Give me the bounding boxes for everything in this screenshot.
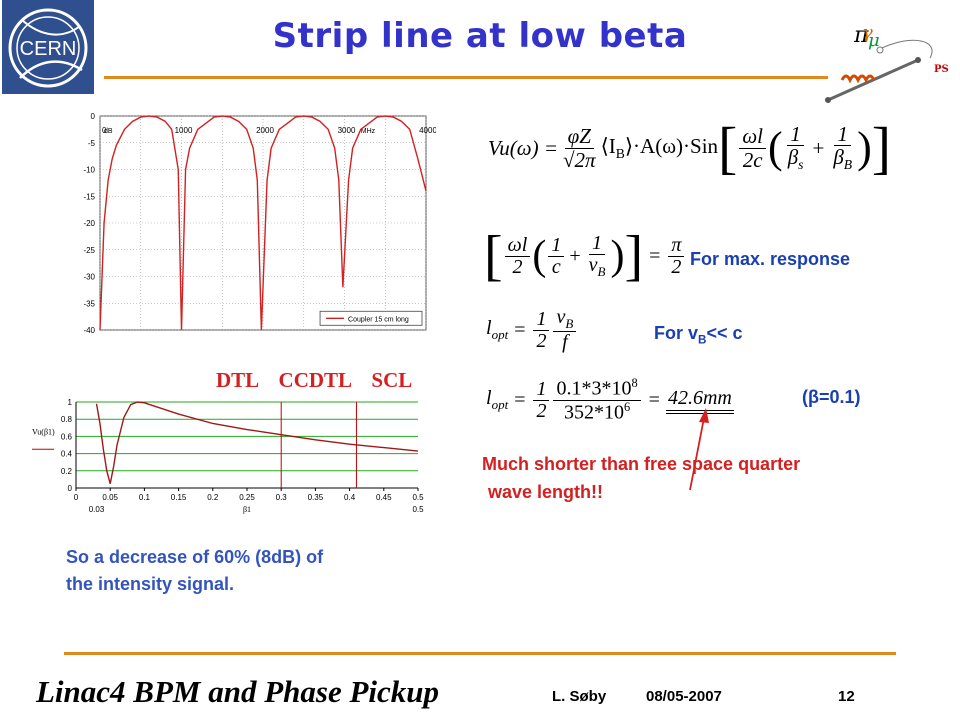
x-tick-label: 0.2 (207, 493, 219, 502)
legend-label: Coupler 15 cm long (348, 316, 409, 323)
x-unit-label: MHz (361, 128, 376, 135)
footer-rule (64, 652, 896, 655)
eq4-lhs: lopt (486, 387, 509, 412)
y-axis-label: Vu(β1) (32, 428, 55, 437)
ps-logo-text: PS (934, 64, 949, 75)
legend-box (319, 310, 423, 326)
beta-value-label: (β=0.1) (802, 387, 861, 407)
y-tick-label: 0.6 (61, 432, 73, 441)
eq1-current: ⟨IB⟩·A(ω)·Sin (600, 133, 719, 162)
cern-logo-text: CERN (20, 38, 77, 60)
page-title: Strip line at low beta (272, 16, 688, 56)
x-tick-label: 3000 (338, 126, 356, 135)
footer-author: L. Søby (552, 688, 607, 705)
footer-date: 08/05-2007 (646, 688, 722, 705)
frequency-response-chart: 0 -5 -10 -15 -20 -25 -30 -35 -40 0 1000 2000 3000 400… (66, 108, 437, 338)
shorter-note-line2: wave length!! (488, 482, 604, 502)
decrease-note-line2: the intensity signal. (66, 574, 235, 594)
y-tick-label: -10 (83, 166, 95, 175)
y-tick-label: 0.8 (61, 415, 73, 424)
y-tick-label: 0 (68, 484, 73, 493)
equation-signal: Vu(ω) = φZ √2π ⟨IB⟩·A(ω)·Sin [ ωl 2c ( 1 βs… (488, 115, 892, 180)
x-tick-label: 0.5 (412, 493, 424, 502)
y-tick-label: -30 (83, 273, 95, 282)
label-scl: SCL (371, 368, 413, 392)
decrease-note-line1: So a decrease of 60% (8dB) of (66, 547, 324, 567)
svg-text:π: π (853, 23, 869, 48)
y-tick-label: -25 (83, 246, 95, 255)
max-response-label: For max. response (690, 249, 851, 269)
cern-logo-graphic: CERN (2, 0, 94, 94)
x-tick-label: 0.3 (276, 493, 288, 502)
y-tick-label: -40 (83, 326, 95, 335)
eq2-frac3: 1 vB (588, 232, 606, 280)
x-edge-label-start: 0.03 (89, 505, 105, 514)
x-tick-label: 0.1 (139, 493, 151, 502)
x-axis-label: β1 (243, 505, 251, 514)
footer-page-number: 12 (838, 688, 855, 705)
label-dtl: DTL (216, 368, 259, 392)
svg-text:γ: γ (862, 22, 873, 43)
y-unit-label: dB (104, 128, 113, 135)
ps-logo-graphic: π γ μ PS (825, 22, 949, 103)
series-line-coupler (99, 115, 427, 331)
x-edge-label-end: 0.5 (412, 505, 424, 514)
eq1-frac4: 1 βB (833, 122, 853, 173)
x-tick-label: 1000 (175, 126, 193, 135)
label-ccdtl: CCDTL (278, 368, 351, 392)
svg-text:μ: μ (868, 30, 880, 51)
shorter-note-line1: Much shorter than free space quarter (482, 454, 801, 474)
eq2-frac1: ωl 2 (504, 234, 531, 278)
arrow-icon (689, 408, 709, 491)
x-tick-label: 0.25 (239, 493, 255, 502)
x-tick-label: 4000 (419, 126, 436, 135)
shorter-note: Much shorter than free space quarter wav… (482, 450, 800, 506)
eq3-frac2: vB f (553, 307, 577, 353)
cern-logo: CERN (2, 0, 94, 94)
ps-logo: π γ μ PS (822, 14, 952, 106)
x-tick-label: 0.15 (171, 493, 187, 502)
vb-condition-label: For vB<< c (654, 323, 743, 347)
eq1-frac2: ωl 2c (739, 125, 767, 171)
beta-response-chart: 0 0.2 0.4 0.6 0.8 1 0 0.05 0.1 0.15 0.2 0.25 0.3 0.35… (30, 396, 430, 522)
x-tick-label: 2000 (256, 126, 274, 135)
footer-title: Linac4 BPM and Phase Pickup (36, 674, 440, 709)
eq1-frac3: 1 βs (787, 122, 804, 173)
eq4-result: 42.6mm (665, 387, 734, 414)
eq1-frac1: φZ √2π (563, 124, 596, 172)
decrease-note: So a decrease of 60% (8dB) of the intens… (66, 544, 323, 598)
y-tick-label: -20 (83, 219, 95, 228)
title-underline (104, 76, 828, 79)
beta-response-svg: 0 0.2 0.4 0.6 0.8 1 0 0.05 0.1 0.15 0.2 0.25 0.3 0.35… (32, 398, 424, 514)
y-tick-label: -5 (88, 139, 96, 148)
y-tick-label: -35 (83, 299, 95, 308)
eq3-lhs: lopt (486, 317, 509, 342)
y-tick-label: 0.2 (61, 467, 73, 476)
eq1-lhs: Vu(ω) = (488, 135, 559, 160)
y-tick-label: 0.4 (61, 450, 73, 459)
y-tick-label: 0 (91, 112, 96, 121)
x-tick-label: 0 (74, 493, 79, 502)
series-line-vu (95, 401, 419, 484)
linac-section-labels: DTL CCDTL SCL (216, 368, 412, 393)
y-tick-label: 1 (68, 398, 73, 407)
y-tick-label: -15 (83, 192, 95, 201)
x-tick-label: 0.4 (344, 493, 356, 502)
x-tick-label: 0.45 (376, 493, 392, 502)
x-tick-label: 0.35 (308, 493, 324, 502)
x-tick-label: 0.05 (102, 493, 118, 502)
eq4-frac2: 0.1*3*108 352*106 (553, 376, 641, 423)
frequency-response-svg: 0 -5 -10 -15 -20 -25 -30 -35 -40 0 1000 2000 3000 400… (83, 112, 437, 335)
x-tick-label: 0 (102, 126, 107, 135)
